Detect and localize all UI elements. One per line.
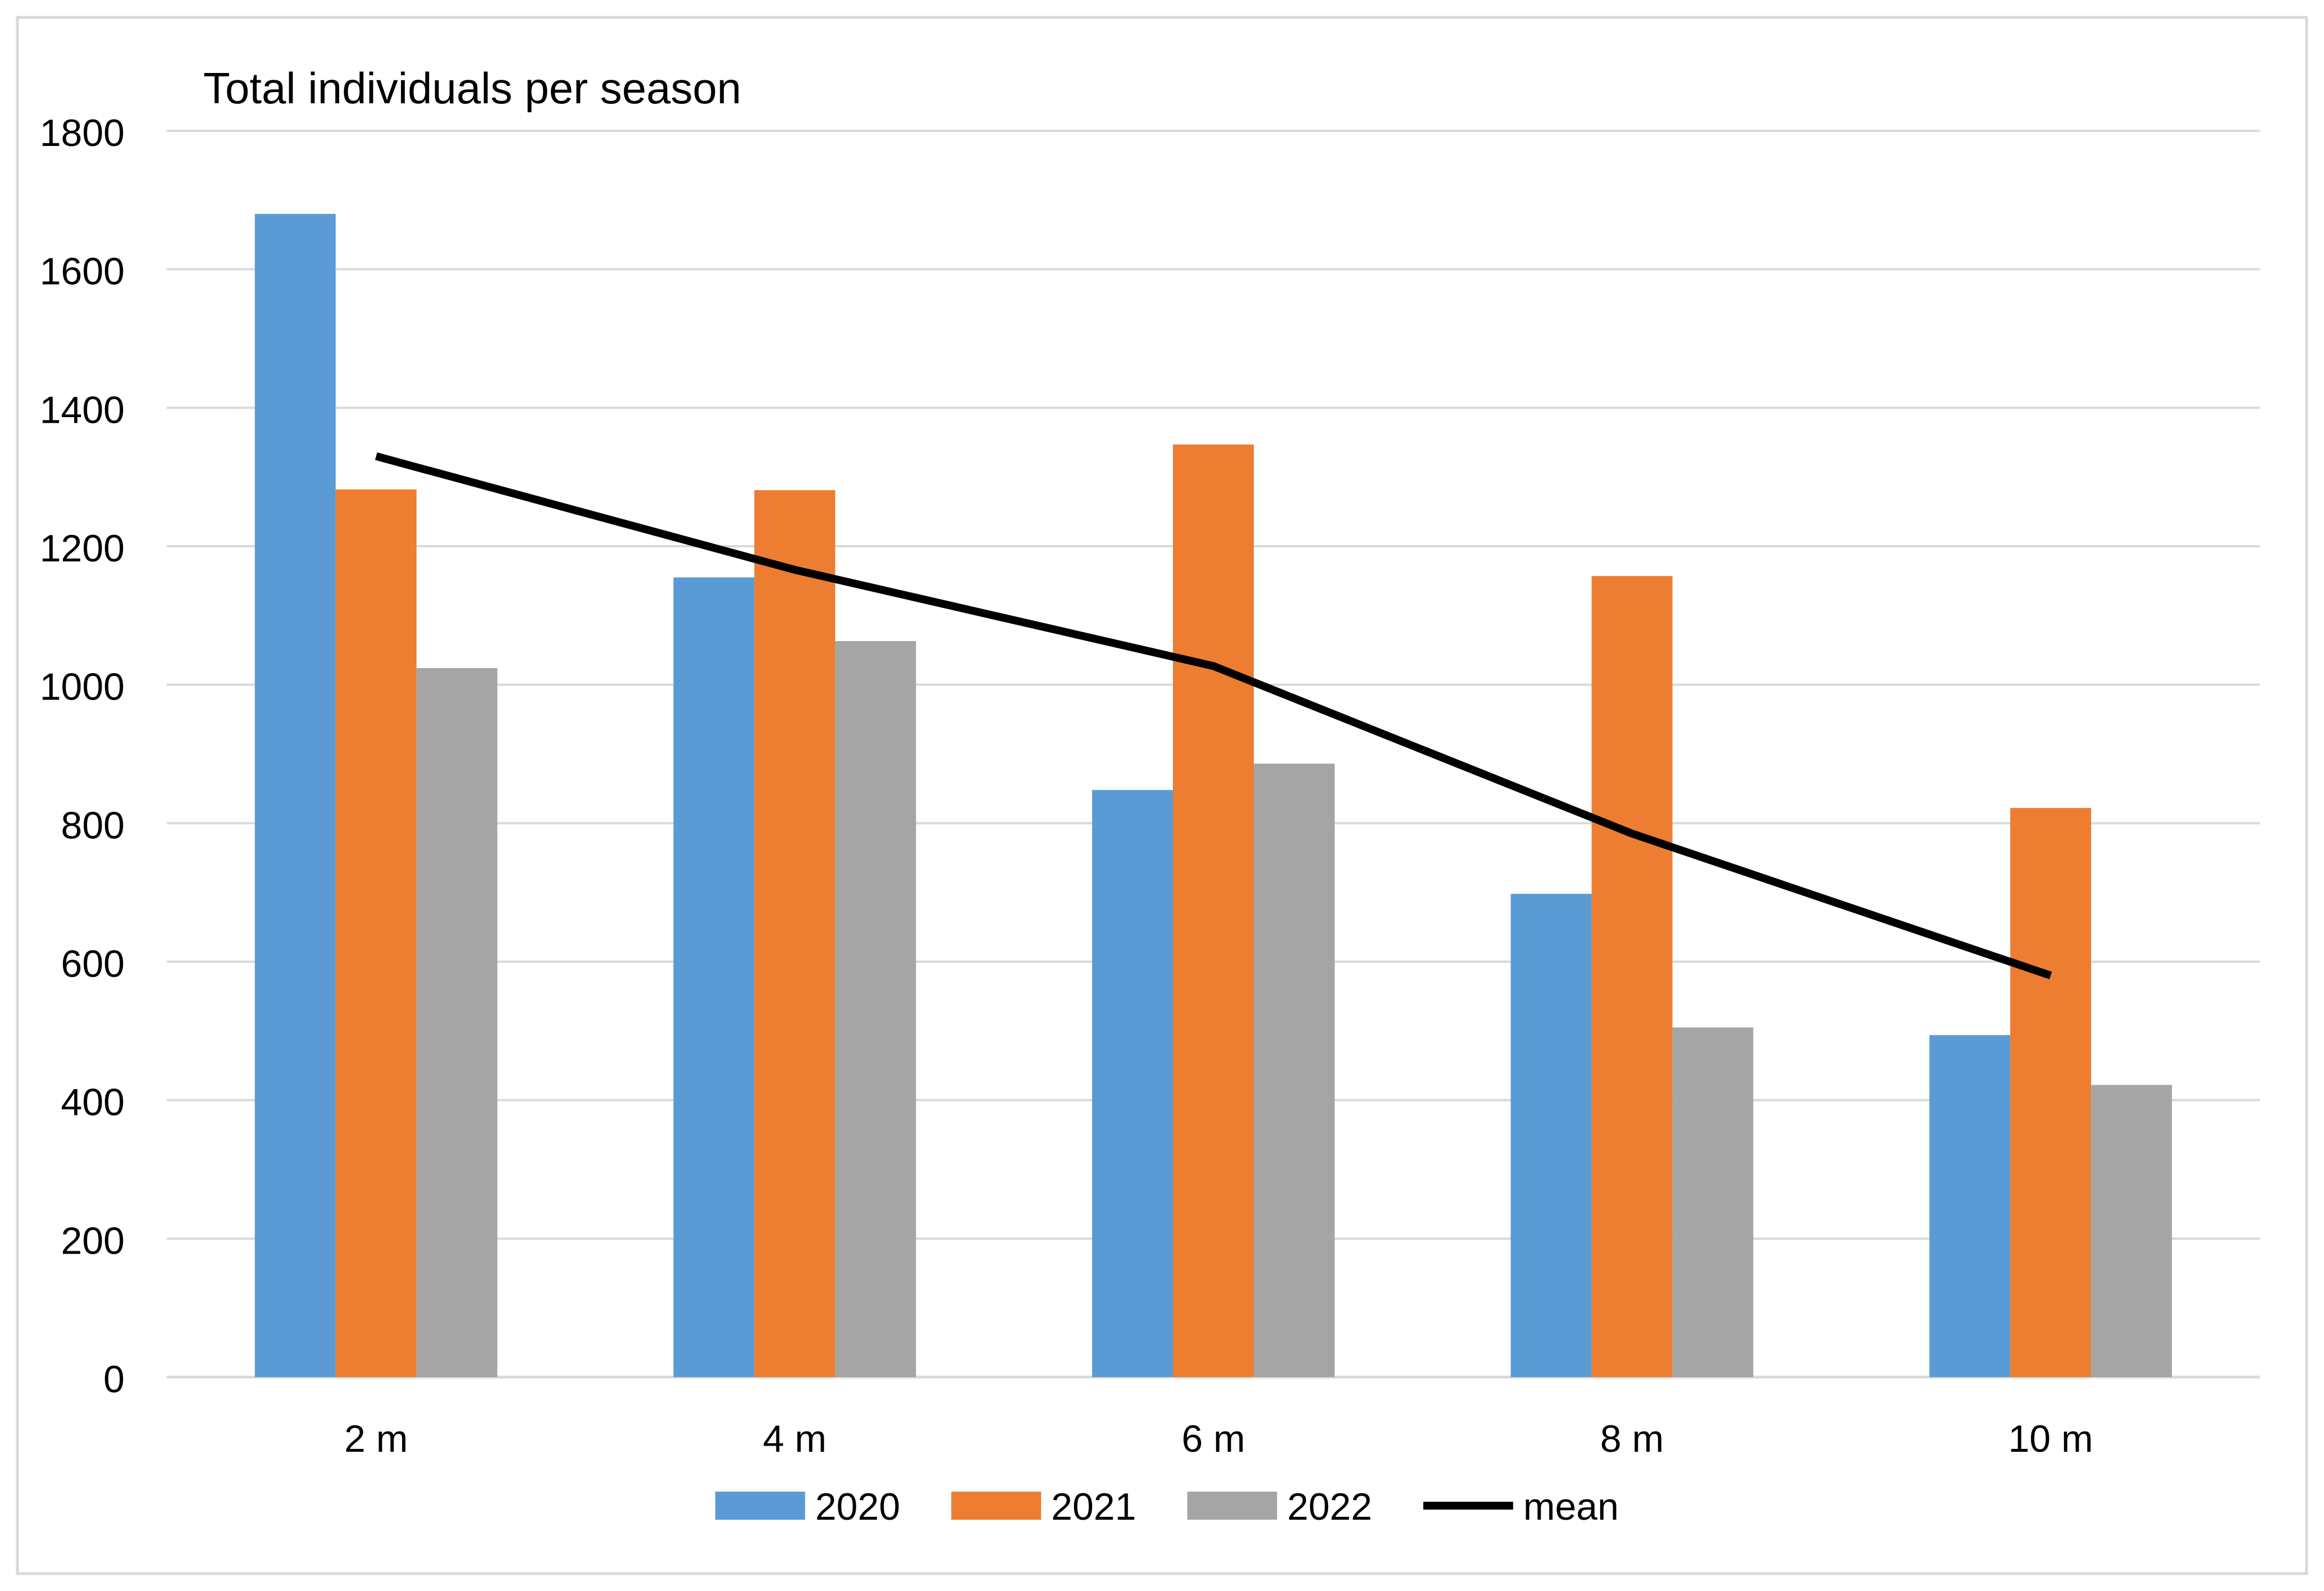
y-tick-label: 0 (103, 1358, 125, 1401)
bar-2021-8m (1591, 576, 1673, 1377)
chart-title: Total individuals per season (203, 63, 741, 113)
y-tick-label: 400 (61, 1081, 125, 1124)
x-tick-label: 10 m (2008, 1418, 2093, 1460)
bar-2022-8m (1672, 1027, 1754, 1377)
bar-2021-4m (754, 490, 835, 1377)
bar-2021-2m (335, 489, 417, 1377)
legend-label-2020: 2020 (815, 1485, 900, 1528)
mean-line (375, 452, 2052, 980)
y-tick-label: 600 (61, 943, 125, 985)
y-tick-label: 800 (61, 804, 125, 847)
mean-line-group (375, 452, 2052, 980)
x-tick-label: 4 m (763, 1418, 827, 1460)
legend-label-mean: mean (1523, 1485, 1619, 1528)
legend-swatch-2022 (1187, 1492, 1277, 1520)
bar-2022-2m (416, 668, 497, 1377)
y-tick-label: 1800 (40, 112, 125, 154)
bar-2021-6m (1173, 444, 1254, 1378)
bar-2022-10m (2091, 1085, 2172, 1377)
bar-2020-6m (1092, 790, 1173, 1377)
y-tick-label: 1000 (40, 666, 125, 708)
legend: 2020 2021 2022 mean (715, 1485, 1619, 1528)
y-tick-label: 200 (61, 1219, 125, 1262)
y-tick-label: 1200 (40, 527, 125, 570)
x-axis-ticks: 2 m 4 m 6 m 8 m 10 m (344, 1418, 2093, 1460)
x-tick-label: 6 m (1181, 1418, 1245, 1460)
bar-2022-6m (1254, 764, 1335, 1377)
bar-2021-10m (2010, 808, 2092, 1377)
x-tick-label: 2 m (344, 1418, 408, 1460)
bar-2020-2m (254, 214, 336, 1377)
bar-2020-4m (673, 577, 755, 1377)
legend-label-2022: 2022 (1287, 1485, 1372, 1528)
legend-swatch-2020 (715, 1492, 805, 1520)
bar-2022-4m (835, 641, 916, 1377)
y-tick-label: 1400 (40, 388, 125, 431)
bar-2020-10m (1929, 1035, 2011, 1377)
x-tick-label: 8 m (1600, 1418, 1664, 1460)
bar-2020-8m (1510, 894, 1592, 1377)
legend-swatch-2021 (951, 1492, 1042, 1520)
y-tick-label: 1600 (40, 250, 125, 293)
y-axis-ticks: 0 200 400 600 800 1000 1200 1400 1600 1800 (40, 112, 125, 1401)
legend-label-2021: 2021 (1051, 1485, 1136, 1528)
gridlines (167, 130, 2260, 1379)
bars (254, 214, 2172, 1378)
